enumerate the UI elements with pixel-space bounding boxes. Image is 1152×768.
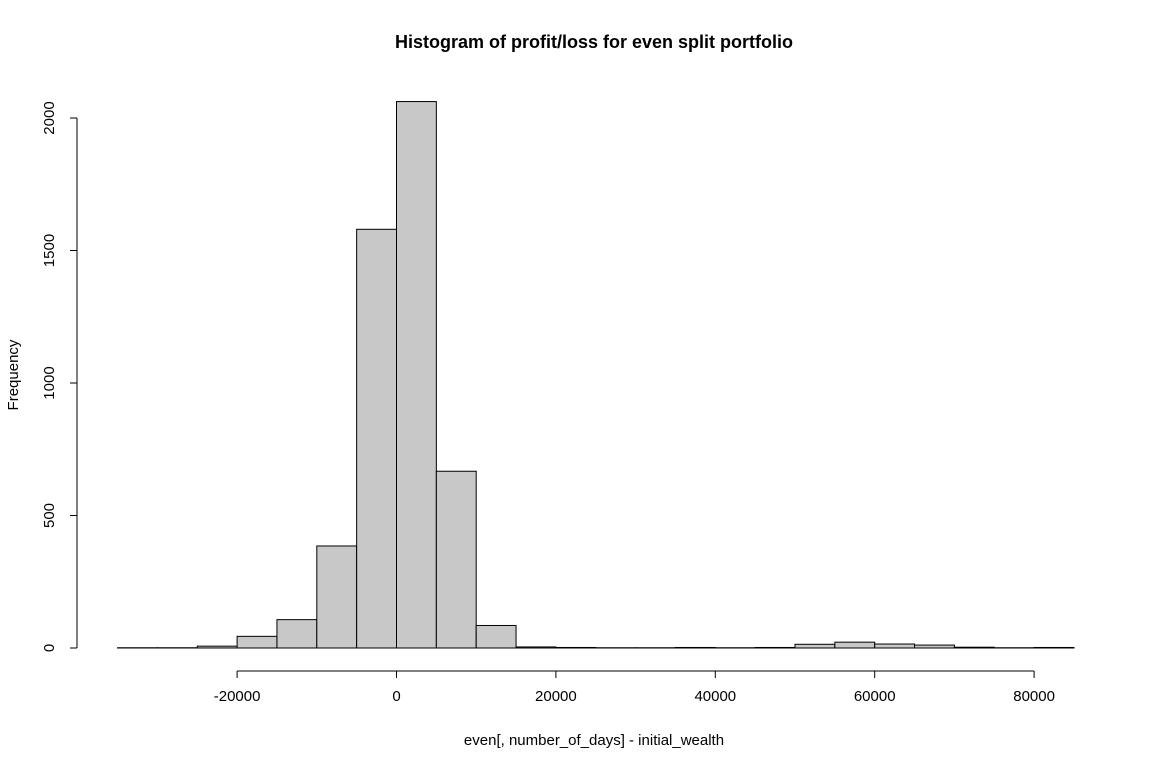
x-tick-label: 0 bbox=[392, 688, 400, 705]
y-tick-label: 1500 bbox=[41, 234, 58, 267]
histogram-bar bbox=[794, 643, 836, 649]
y-tick-label: 1000 bbox=[41, 366, 58, 399]
x-tick-label: -20000 bbox=[214, 688, 261, 705]
histogram-bar bbox=[356, 228, 397, 649]
y-axis: 0 500 1000 1500 2000 bbox=[41, 101, 78, 652]
x-axis-label: even[, number_of_days] - initial_wealth bbox=[464, 732, 724, 749]
x-tick-label: 20000 bbox=[535, 688, 577, 705]
y-axis-label: Frequency bbox=[5, 339, 22, 410]
histogram-bar bbox=[196, 645, 238, 649]
x-tick-label: 40000 bbox=[694, 688, 736, 705]
histogram-bar bbox=[1033, 646, 1075, 649]
histogram-bar bbox=[276, 619, 318, 649]
chart-title: Histogram of profit/loss for even split … bbox=[395, 32, 793, 52]
histogram-bar bbox=[674, 646, 716, 649]
histogram-bar bbox=[475, 624, 517, 649]
histogram-bar bbox=[874, 643, 916, 649]
histogram-bar bbox=[316, 545, 358, 649]
histogram-bar bbox=[754, 646, 796, 649]
histogram-bar bbox=[834, 641, 876, 649]
histogram-bar bbox=[555, 646, 597, 649]
y-tick-label: 2000 bbox=[41, 101, 58, 134]
x-tick-label: 60000 bbox=[854, 688, 896, 705]
histogram-bar bbox=[515, 646, 557, 649]
histogram-bar bbox=[396, 101, 437, 649]
bars-group bbox=[117, 101, 1075, 649]
histogram-bar bbox=[914, 644, 955, 649]
histogram-bar bbox=[953, 646, 995, 649]
x-axis: -20000 0 20000 40000 60000 80000 bbox=[214, 670, 1055, 705]
y-tick-label: 0 bbox=[41, 644, 58, 652]
histogram-bar bbox=[435, 470, 477, 649]
histogram-bar bbox=[236, 635, 278, 649]
x-tick-label: 80000 bbox=[1013, 688, 1055, 705]
y-tick-label: 500 bbox=[41, 503, 58, 528]
